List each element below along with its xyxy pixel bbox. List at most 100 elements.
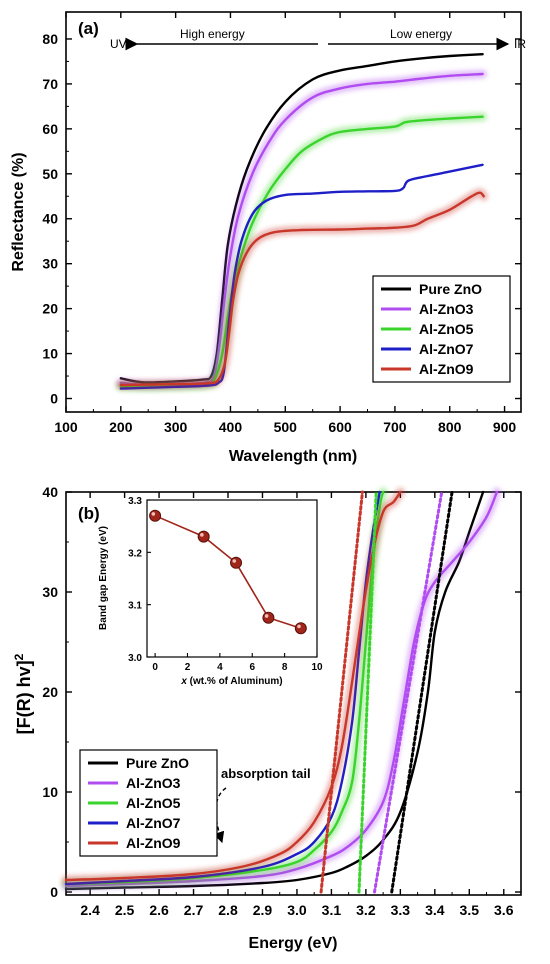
inset-data-point	[197, 530, 210, 543]
inset-x-tick-label: 10	[311, 662, 323, 673]
legend-label-al-zno3: Al-ZnO3	[419, 301, 474, 317]
x-tick-label: 3.1	[322, 902, 342, 918]
y-tick-label: 30	[42, 256, 58, 272]
x-axis-title-a: Wavelength (nm)	[229, 448, 357, 465]
fit-line-al-zno3	[373, 490, 444, 894]
inset-data-point-highlight	[200, 533, 204, 537]
y-tick-label: 10	[42, 346, 58, 362]
inset-y-tick-label: 3.3	[128, 496, 142, 507]
y-tick-label: 20	[42, 684, 58, 700]
inset-x-tick-labels: 0 2 4 6 8 10	[152, 662, 323, 673]
legend-label-al-zno9: Al-ZnO9	[419, 361, 474, 377]
x-tick-label: 600	[328, 419, 352, 435]
x-tick-label: 2.4	[80, 902, 100, 918]
y-tick-labels-b: 0 10 20 30 40	[42, 484, 58, 900]
legend-label-al-zno7: Al-ZnO7	[419, 341, 474, 357]
inset-y-tick-label: 3.2	[128, 548, 142, 559]
legend-label-pure-zno: Pure ZnO	[419, 281, 482, 297]
inset-x-tick-label: 4	[217, 662, 223, 673]
y-tick-label: 80	[42, 31, 58, 47]
y-tick-label: 40	[42, 484, 58, 500]
inset-band-gap-series	[149, 509, 307, 635]
panel-label-a: (a)	[78, 19, 99, 38]
inset-y-tick-label: 3.1	[128, 601, 142, 612]
x-tick-label: 2.6	[149, 902, 169, 918]
series-line-al-zno3	[64, 490, 499, 888]
legend-label-al-zno5: Al-ZnO5	[419, 321, 474, 337]
x-tick-label: 100	[54, 419, 78, 435]
inset-data-point	[149, 509, 162, 522]
reflectance-panel: 100 200 300 400 500 600 700 800 900 0 10 20 30 40 50 6…	[10, 11, 526, 465]
plot-frame-a	[65, 11, 522, 413]
legend-b: Pure ZnO Al-ZnO3 Al-ZnO5 Al-ZnO7 Al-ZnO9	[79, 749, 218, 857]
y-tick-label: 30	[42, 584, 58, 600]
inset-x-tick-label: 6	[249, 662, 255, 673]
legend-a: Pure ZnO Al-ZnO3 Al-ZnO5 Al-ZnO7 Al-ZnO9	[372, 275, 511, 383]
legend-label-al-zno7: Al-ZnO7	[126, 815, 181, 831]
inset-data-point	[262, 611, 275, 624]
fit-line-pure-zno	[390, 490, 454, 894]
y-tick-label: 40	[42, 211, 58, 227]
x-tick-label: 3.0	[287, 902, 307, 918]
x-tick-label: 3.4	[425, 902, 445, 918]
y-tick-label: 20	[42, 301, 58, 317]
inset-x-axis-title: x (wt.% of Aluminum)	[180, 676, 282, 687]
inset-x-variable: x	[180, 676, 187, 687]
legend-label-al-zno3: Al-ZnO3	[126, 775, 181, 791]
y-tick-label: 60	[42, 121, 58, 137]
legend-label-al-zno9: Al-ZnO9	[126, 835, 181, 851]
x-tick-label: 800	[438, 419, 462, 435]
x-tick-label: 3.2	[356, 902, 376, 918]
inset-y-axis-title: Band gap Energy (eV)	[98, 526, 109, 630]
fit-line-al-zno9	[319, 490, 364, 894]
x-tick-label: 200	[109, 419, 133, 435]
tauc-panel: 2.4 2.5 2.6 2.7 2.8 2.9 3.0 3.1 3.2 3.3 3.4 3.5 3.6 …	[12, 484, 522, 952]
inset-x-tick-label: 2	[185, 662, 191, 673]
y-tick-label: 10	[42, 784, 58, 800]
x-tick-label: 2.9	[253, 902, 273, 918]
inset-y-tick-labels: 3.0 3.1 3.2 3.3	[128, 496, 142, 664]
panel-label-b: (b)	[78, 504, 100, 523]
reflectance-series	[116, 53, 489, 392]
x-tick-label: 700	[383, 419, 407, 435]
x-tick-label: 3.3	[391, 902, 411, 918]
tangent-fit-lines	[319, 490, 454, 894]
x-axis-title-b: Energy (eV)	[249, 935, 338, 952]
inset-x-tick-label: 8	[282, 662, 288, 673]
x-tick-labels-b: 2.4 2.5 2.6 2.7 2.8 2.9 3.0 3.1 3.2 3.3 3.4 3.5 3.6	[80, 902, 513, 918]
inset-data-point-highlight	[264, 614, 269, 618]
plot-frame-b	[65, 491, 522, 896]
y-tick-label: 0	[50, 391, 58, 407]
inset-y-tick-label: 3.0	[128, 653, 142, 664]
inset-data-point-highlight	[297, 624, 301, 629]
y-axis-title-a: Reflectance (%)	[10, 152, 27, 271]
uv-label: UV	[110, 37, 127, 51]
series-line-al-zno9	[119, 191, 485, 387]
y-tick-label: 50	[42, 166, 58, 182]
inset-data-point	[230, 556, 243, 569]
legend-label-pure-zno: Pure ZnO	[126, 755, 189, 771]
y-axis-title-b-main: [F(R) hv]	[14, 660, 34, 734]
x-tick-labels-a: 100 200 300 400 500 600 700 800 900	[54, 419, 516, 435]
y-axis-title-b-superscript: 2	[12, 653, 26, 660]
band-gap-inset: 0 2 4 6 8 10 3.0 3.1 3.2 3.3 x (wt.% of Aluminum…	[98, 496, 323, 687]
inset-data-point	[294, 622, 307, 635]
x-tick-label: 400	[219, 419, 243, 435]
y-tick-label: 0	[50, 884, 58, 900]
fit-line-al-zno5	[357, 490, 378, 894]
x-tick-label: 2.5	[115, 902, 135, 918]
x-tick-label: 3.6	[494, 902, 514, 918]
ir-label: IR	[514, 37, 526, 51]
inset-data-point-highlight	[151, 512, 156, 516]
low-energy-label: Low energy	[390, 27, 452, 41]
inset-data-point-highlight	[232, 559, 237, 563]
x-tick-label: 3.5	[460, 902, 480, 918]
x-tick-label: 2.8	[218, 902, 238, 918]
y-tick-labels-a: 0 10 20 30 40 50 60 70 80	[42, 31, 58, 407]
x-tick-label: 300	[164, 419, 188, 435]
x-tick-label: 2.7	[184, 902, 204, 918]
y-tick-label: 70	[42, 76, 58, 92]
inset-x-unit: (wt.% of Aluminum)	[187, 676, 283, 687]
x-tick-label: 500	[274, 419, 298, 435]
